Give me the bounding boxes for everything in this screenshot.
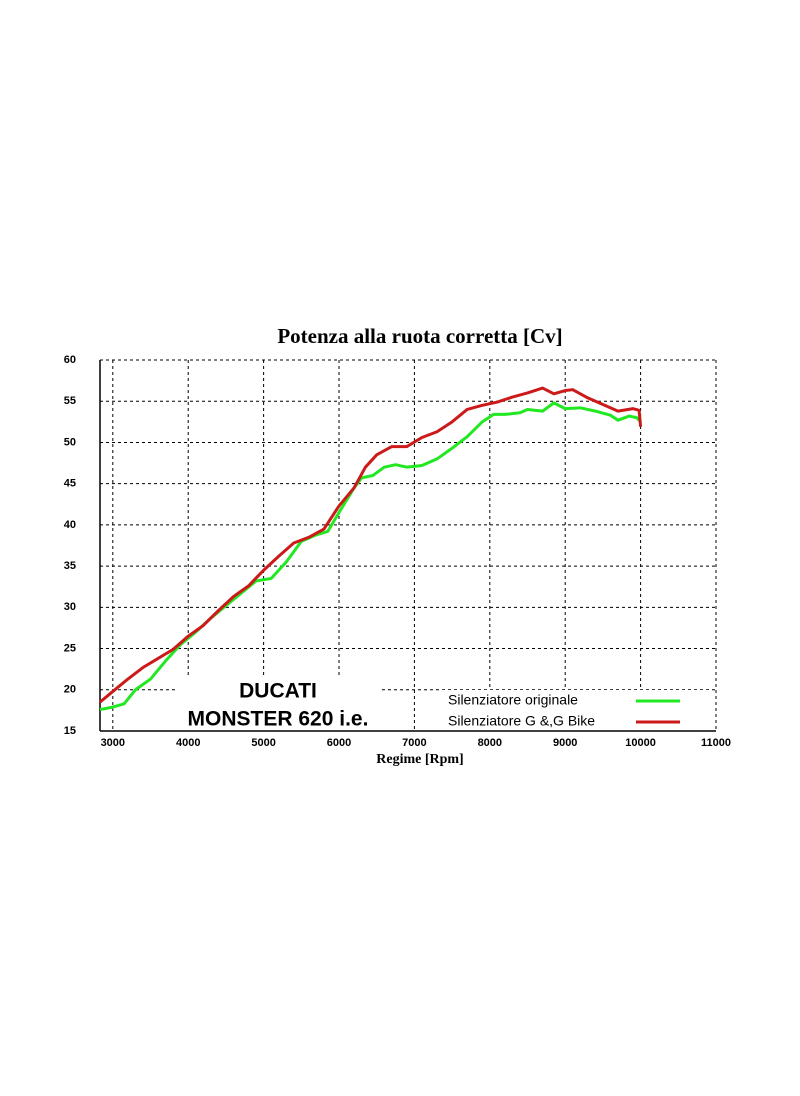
y-tick-label: 50 bbox=[64, 436, 76, 448]
x-axis-title: Regime [Rpm] bbox=[376, 752, 463, 767]
y-tick-label: 20 bbox=[64, 684, 76, 696]
y-tick-label: 35 bbox=[64, 560, 76, 572]
legend-label: Silenziatore G &,G Bike bbox=[448, 713, 595, 729]
y-tick-label: 30 bbox=[64, 601, 76, 613]
x-tick-label: 10000 bbox=[625, 737, 656, 749]
series-line bbox=[99, 401, 642, 712]
x-tick-label: 4000 bbox=[176, 737, 200, 749]
y-tick-label: 60 bbox=[64, 354, 76, 366]
chart-title: Potenza alla ruota corretta [Cv] bbox=[277, 324, 562, 348]
y-tick-label: 25 bbox=[64, 642, 76, 654]
y-tick-label: 15 bbox=[64, 725, 76, 737]
annotation: MONSTER 620 i.e. bbox=[188, 708, 369, 731]
x-tick-label: 5000 bbox=[251, 737, 275, 749]
x-tick-label: 8000 bbox=[478, 737, 502, 749]
annotation-box bbox=[178, 676, 380, 730]
y-tick-label: 45 bbox=[64, 478, 76, 490]
y-tick-label: 40 bbox=[64, 519, 76, 531]
series-line bbox=[99, 386, 643, 704]
legend-label: Silenziatore originale bbox=[448, 692, 578, 708]
x-tick-label: 11000 bbox=[701, 737, 731, 749]
x-tick-label: 3000 bbox=[101, 737, 125, 749]
x-tick-label: 6000 bbox=[327, 737, 351, 749]
annotation: DUCATI bbox=[239, 680, 317, 703]
y-tick-label: 55 bbox=[64, 395, 76, 407]
x-tick-label: 9000 bbox=[553, 737, 577, 749]
x-tick-label: 7000 bbox=[402, 737, 426, 749]
